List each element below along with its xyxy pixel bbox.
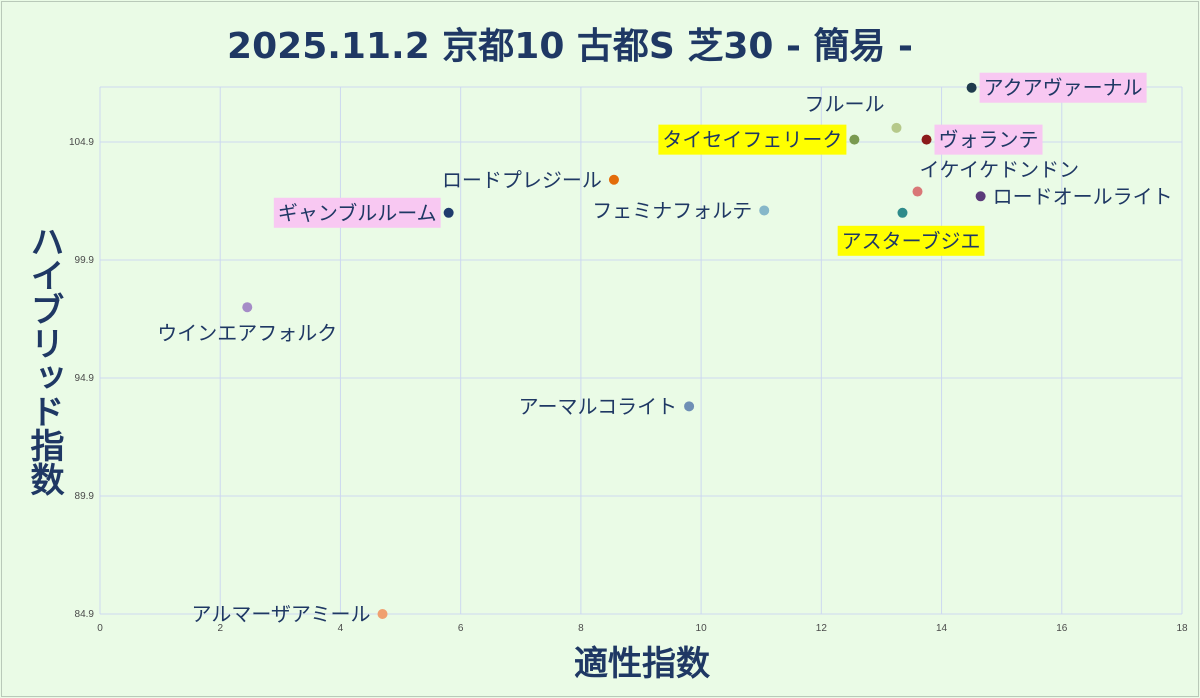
point-label: アーマルコライト	[519, 394, 677, 418]
y-tick-label: 89.9	[75, 491, 95, 502]
x-axis-title: 適性指数	[574, 644, 710, 684]
axes: 0 2 4 6 8 10 12 14 16 18 84.9 89.9 94.9 99.9 104.9	[69, 137, 1188, 634]
point-label: フェミナフォルテ	[592, 198, 752, 222]
chart-title: 2025.11.2 京都10 古都S 芝30 - 簡易 -	[227, 25, 913, 67]
data-point: イケイケドンドン	[912, 158, 1080, 197]
point-label: ロードオールライト	[993, 184, 1173, 208]
point-marker	[891, 122, 902, 133]
y-axis-title: ハイブリッド指数	[24, 224, 64, 496]
point-marker	[966, 82, 977, 93]
y-tick-label: 104.9	[69, 137, 94, 148]
data-point: アーマルコライト	[519, 394, 695, 418]
x-tick-label: 4	[338, 623, 344, 634]
point-label: フルール	[804, 92, 884, 116]
data-point: ギャンブルルーム	[273, 197, 454, 228]
data-point: アルマーザアミール	[192, 602, 388, 626]
point-marker	[921, 134, 932, 145]
x-tick-label: 12	[816, 623, 828, 634]
data-point: ロードプレジール	[442, 168, 619, 192]
label-highlight	[273, 197, 441, 228]
point-marker	[443, 207, 454, 218]
x-tick-label: 0	[97, 623, 103, 634]
point-label: ギャンブルルーム	[278, 201, 437, 225]
label-highlight	[979, 72, 1147, 103]
label-highlight	[658, 124, 847, 155]
y-tick-label: 94.9	[75, 373, 95, 384]
point-marker	[242, 302, 253, 313]
data-point: ロードオールライト	[975, 184, 1173, 208]
y-tick-label: 99.9	[75, 255, 95, 266]
point-label: イケイケドンドン	[920, 158, 1080, 182]
data-point: タイセイフェリーク	[658, 124, 860, 155]
label-highlight	[934, 124, 1043, 155]
point-label: アスターブジエ	[842, 229, 981, 253]
x-tick-label: 8	[578, 623, 584, 634]
point-label: ヴォランテ	[939, 128, 1039, 152]
x-tick-label: 18	[1176, 623, 1188, 634]
point-marker	[759, 205, 770, 216]
label-highlight	[837, 225, 985, 256]
point-marker	[377, 609, 388, 619]
data-point: フルール	[804, 92, 902, 133]
data-point: ウインエアフォルク	[157, 302, 337, 345]
point-marker	[684, 401, 695, 412]
point-label: ウインエアフォルク	[157, 321, 337, 345]
data-point: アスターブジエ	[837, 207, 985, 256]
x-tick-label: 16	[1056, 623, 1068, 634]
x-tick-label: 14	[936, 623, 948, 634]
data-point: アクアヴァーナル	[966, 72, 1147, 103]
x-tick-label: 2	[217, 623, 223, 634]
point-label: タイセイフェリーク	[662, 128, 842, 152]
y-tick-label: 84.9	[75, 609, 95, 620]
point-label: アルマーザアミール	[192, 602, 371, 626]
x-tick-label: 10	[696, 623, 708, 634]
point-marker	[608, 174, 619, 185]
data-point: フェミナフォルテ	[592, 198, 770, 222]
data-point: ヴォランテ	[921, 124, 1043, 155]
point-marker	[849, 134, 860, 145]
point-label: アクアヴァーナル	[984, 76, 1143, 100]
x-tick-label: 6	[458, 623, 464, 634]
point-marker	[912, 186, 923, 197]
point-marker	[897, 207, 908, 218]
grid	[99, 86, 1183, 615]
point-marker	[975, 191, 986, 202]
point-label: ロードプレジール	[442, 168, 602, 192]
